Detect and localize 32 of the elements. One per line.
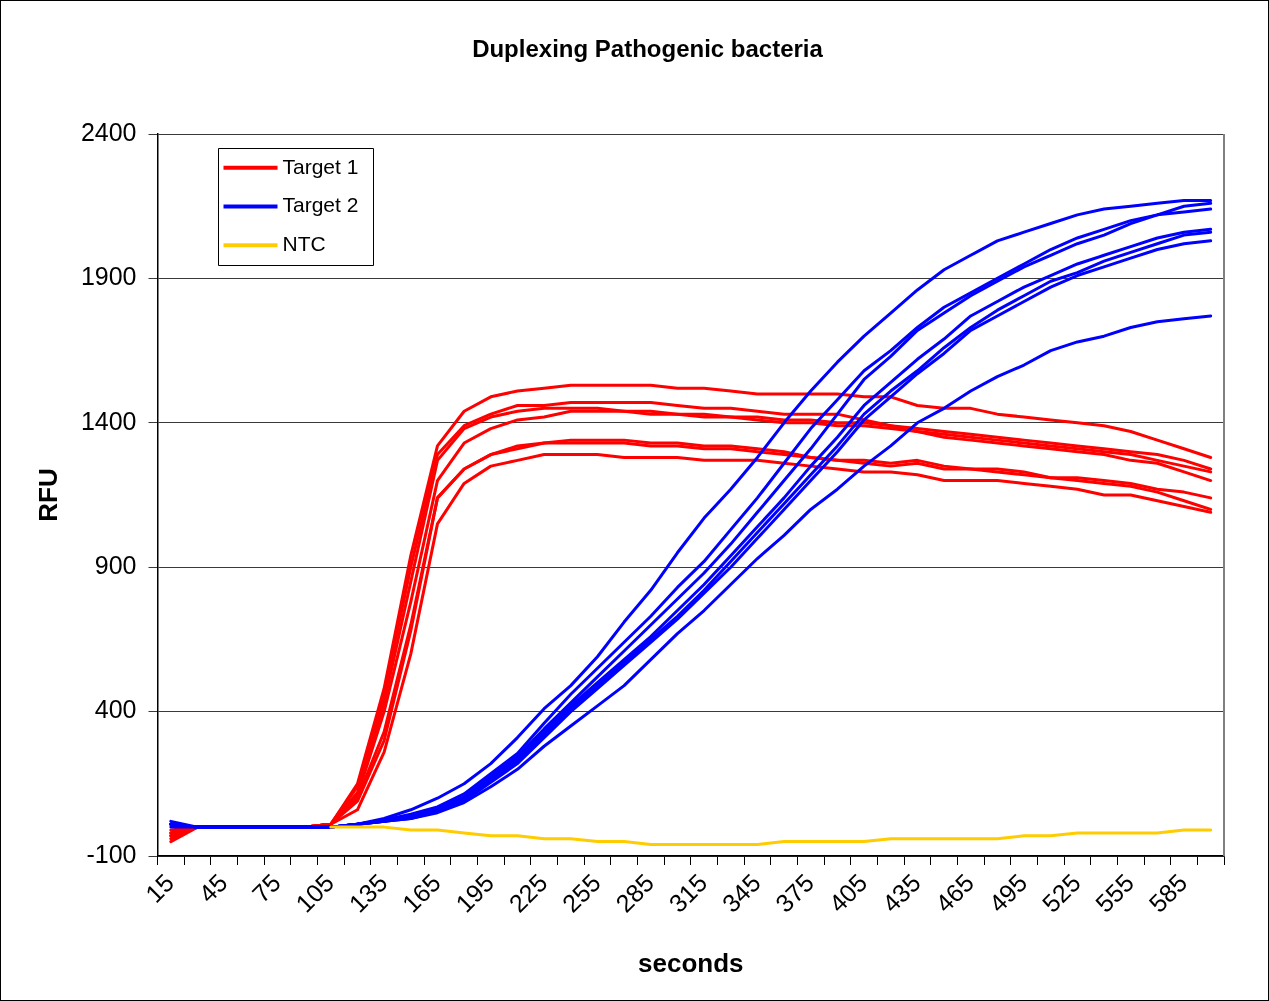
x-tick-label: 345 xyxy=(716,868,766,918)
x-tick-label: 495 xyxy=(983,868,1033,918)
x-tick-label: 255 xyxy=(556,868,606,918)
x-tick-label: 525 xyxy=(1036,868,1086,918)
y-tick-label: -100 xyxy=(86,839,137,868)
x-tick-label: 75 xyxy=(246,868,286,908)
legend-label: Target 1 xyxy=(282,154,359,178)
x-tick-label: 405 xyxy=(823,868,873,918)
x-tick-label: 225 xyxy=(503,868,553,918)
x-tick-label: 135 xyxy=(343,868,393,918)
x-tick-label: 555 xyxy=(1089,868,1140,918)
x-tick-label: 465 xyxy=(929,868,980,918)
y-axis-title: RFU xyxy=(33,468,64,522)
x-axis-title: seconds xyxy=(638,948,744,979)
y-tick-label: 2400 xyxy=(80,117,137,146)
x-tick-label: 435 xyxy=(876,868,926,918)
legend-label: NTC xyxy=(282,232,326,256)
x-tick-label: 15 xyxy=(139,868,180,908)
x-tick-label: 195 xyxy=(449,868,500,918)
chart-title: Duplexing Pathogenic bacteria xyxy=(472,34,824,62)
y-tick-label: 900 xyxy=(94,551,137,580)
y-tick-label: 400 xyxy=(94,695,137,724)
x-tick-label: 585 xyxy=(1143,868,1193,918)
x-tick-label: 105 xyxy=(289,868,340,918)
x-tick-label: 315 xyxy=(663,868,713,918)
x-tick-label: 165 xyxy=(396,868,446,918)
x-tick-label: 375 xyxy=(769,868,820,918)
legend-label: Target 2 xyxy=(282,193,359,217)
y-tick-label: 1400 xyxy=(80,406,137,435)
x-tick-label: 285 xyxy=(609,868,660,918)
y-tick-label: 1900 xyxy=(80,262,137,291)
x-tick-label: 45 xyxy=(193,868,233,908)
